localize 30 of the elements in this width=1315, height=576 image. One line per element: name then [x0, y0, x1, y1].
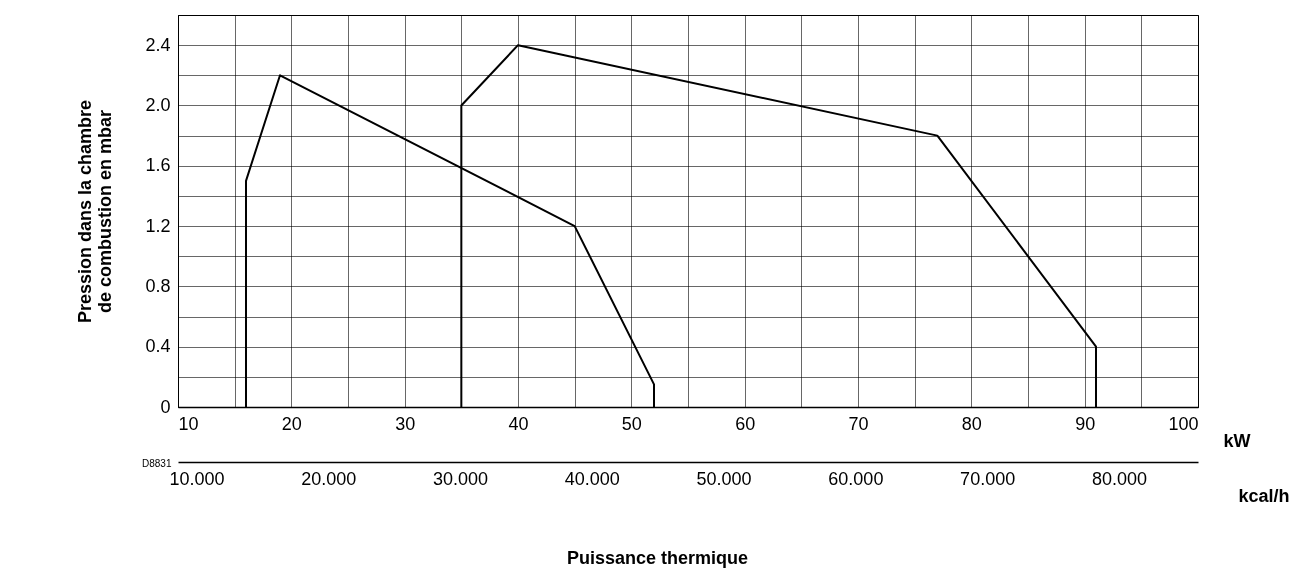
text: D8831 — [142, 458, 172, 469]
y-tick-label: 0.8 — [145, 275, 171, 296]
x-tick-label: 90 — [1075, 413, 1096, 434]
x-tick-label: 10 — [178, 413, 199, 434]
x2-tick-label: 80.000 — [1091, 468, 1147, 489]
x-tick-label: 50 — [621, 413, 642, 434]
x2-tick-label: 50.000 — [696, 468, 752, 489]
x2-tick-label: 60.000 — [828, 468, 884, 489]
x-tick-label: 30 — [395, 413, 416, 434]
text: Puissance thermique — [565, 548, 750, 569]
x-axis-title: kW — [1223, 430, 1251, 451]
x-tick-label: 70 — [848, 413, 869, 434]
x-tick-label: 40 — [508, 413, 529, 434]
y-tick-label: 2.0 — [145, 94, 171, 115]
x2-axis-title: kcal/h — [1238, 485, 1290, 506]
x2-tick-label: 10.000 — [169, 468, 225, 489]
x-tick-label: 60 — [735, 413, 756, 434]
y-tick-label: 1.6 — [145, 155, 171, 176]
y-tick-label: 0 — [160, 396, 171, 417]
y-tick-label: 1.2 — [145, 215, 171, 236]
y-axis-title: Pression dans la chambre de combustion en mbar — [75, 99, 116, 324]
x2-tick-label: 40.000 — [564, 468, 620, 489]
x-tick-label: 80 — [961, 413, 982, 434]
x2-tick-label: 30.000 — [432, 468, 489, 489]
y-tick-label: 2.4 — [145, 34, 171, 55]
x-tick-label: 100 — [1168, 413, 1199, 434]
x2-tick-label: 70.000 — [960, 468, 1016, 489]
x-tick-label: 20 — [281, 413, 302, 434]
x2-tick-label: 20.000 — [301, 468, 357, 489]
y-tick-label: 0.4 — [145, 336, 171, 357]
